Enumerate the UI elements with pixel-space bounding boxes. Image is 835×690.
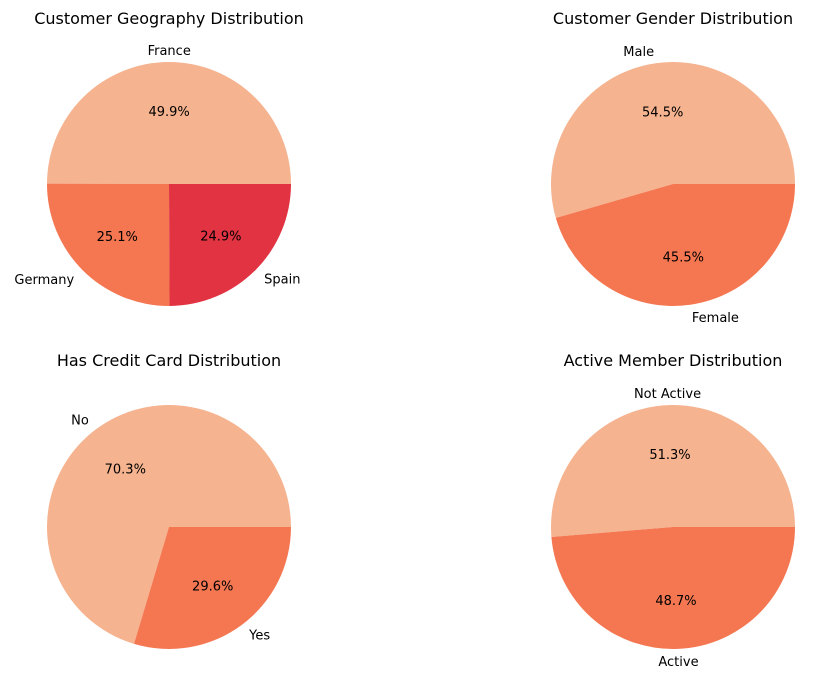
pie-pct-label: 29.6%	[192, 580, 233, 595]
pie-slice-spain	[169, 184, 291, 306]
pie-pct-label: 48.7%	[655, 594, 696, 609]
pie-pct-label: 54.5%	[642, 106, 683, 121]
pie-pct-label: 25.1%	[97, 230, 138, 245]
pie-category-label: Germany	[14, 273, 74, 288]
chart-title: Customer Geography Distribution	[34, 9, 304, 28]
chart-title: Has Credit Card Distribution	[57, 351, 281, 370]
chart-title: Active Member Distribution	[564, 351, 783, 370]
pie-chart-active-member: Active Member Distribution 51.3% Not Acti…	[551, 351, 795, 670]
chart-title: Customer Gender Distribution	[553, 9, 793, 28]
pie-slice-active	[551, 527, 795, 649]
pie-category-label: Male	[623, 45, 654, 60]
pie-category-label: Not Active	[634, 387, 701, 402]
pie-category-label: Female	[692, 311, 739, 326]
pie-chart-gender: Customer Gender Distribution 54.5% Male 45…	[551, 9, 795, 326]
pie-category-label: Yes	[248, 629, 270, 644]
pie-slice-no	[46, 405, 291, 644]
pie-pct-label: 49.9%	[148, 105, 189, 120]
pie-pct-label: 24.9%	[200, 230, 241, 245]
pie-slice-not-active	[551, 405, 795, 537]
pie-pct-label: 70.3%	[105, 462, 146, 477]
pie-slice-female	[555, 184, 795, 307]
pie-pct-label: 51.3%	[649, 448, 690, 463]
pie-slice-yes	[134, 527, 291, 649]
pie-category-label: No	[71, 413, 89, 428]
pie-slice-germany	[47, 183, 170, 306]
pie-category-label: Spain	[264, 273, 300, 288]
pie-chart-credit-card: Has Credit Card Distribution 70.3% No 29.6…	[46, 351, 291, 649]
pie-pct-label: 45.5%	[663, 250, 704, 265]
pie-category-label: Active	[658, 655, 698, 670]
pie-slice-male	[551, 62, 795, 219]
pie-chart-geography: Customer Geography Distribution 49.9% Fra…	[14, 9, 304, 306]
pie-category-label: France	[148, 44, 191, 59]
pie-slice-france	[47, 62, 291, 184]
